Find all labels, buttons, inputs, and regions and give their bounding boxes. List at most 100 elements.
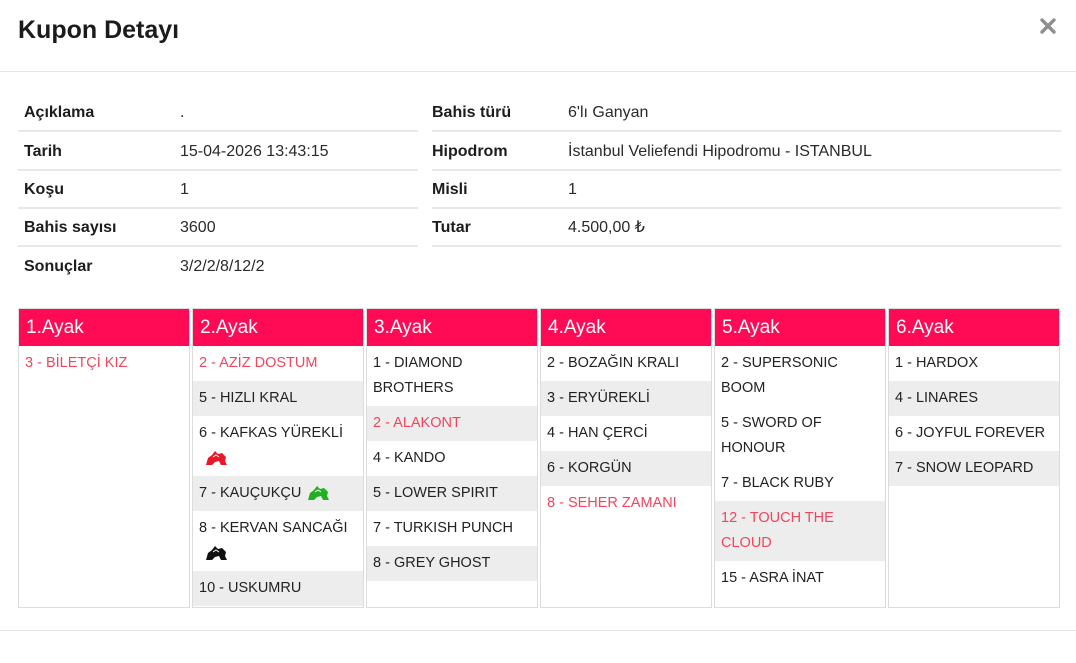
info-label: Tutar [432, 219, 471, 236]
runner-label: 7 - SNOW LEOPARD [895, 460, 1034, 476]
runner-label: 3 - ERYÜREKLİ [547, 390, 650, 406]
leg-header: 6.Ayak [889, 309, 1059, 346]
runner-label: 12 - TOUCH THE CLOUD [721, 510, 834, 551]
row-divider [18, 245, 418, 247]
leg-column: 6.Ayak 1 - HARDOX 4 - LINARES 6 - JOYFUL FO… [888, 308, 1060, 608]
runner-item: 1 - HARDOX [889, 346, 1059, 381]
info-value: İstanbul Veliefendi Hipodromu - ISTANBUL [568, 143, 872, 160]
runner-item: 1 - DIAMOND BROTHERS [367, 346, 537, 406]
runner-item: 7 - BLACK RUBY [715, 466, 885, 501]
runner-label: 2 - SUPERSONIC BOOM [721, 355, 838, 396]
leg-header: 3.Ayak [367, 309, 537, 346]
runner-label: 4 - KANDO [373, 450, 446, 466]
runner-item: 2 - SUPERSONIC BOOM [715, 346, 885, 406]
info-row: Sonuçlar 3/2/2/8/12/2 [18, 248, 1061, 286]
info-label: Koşu [24, 181, 64, 198]
runner-label: 8 - KERVAN SANCAĞI [199, 520, 348, 536]
winner-runner-item: 8 - SEHER ZAMANI [541, 486, 711, 521]
runner-label: 10 - USKUMRU [199, 580, 302, 596]
leg-column: 5.Ayak 2 - SUPERSONIC BOOM 5 - SWORD OF HO… [714, 308, 886, 608]
runner-label: 15 - ASRA İNAT [721, 570, 824, 586]
runner-item: 5 - SWORD OF HONOUR [715, 406, 885, 466]
info-label: Misli [432, 181, 468, 198]
runner-item: 7 - TURKISH PUNCH [367, 511, 537, 546]
silk-green-icon [305, 484, 331, 502]
silk-black-icon [203, 544, 229, 562]
leg-column: 2.Ayak 2 - AZİZ DOSTUM 5 - HIZLI KRAL 6 - K… [192, 308, 364, 608]
close-button[interactable] [1034, 12, 1062, 40]
row-divider [18, 169, 418, 171]
info-label: Hipodrom [432, 143, 508, 160]
runner-label: 7 - TURKISH PUNCH [373, 520, 513, 536]
row-divider [432, 245, 1061, 247]
winner-runner-item: 2 - ALAKONT [367, 406, 537, 441]
runner-item: 3 - ERYÜREKLİ [541, 381, 711, 416]
info-value: 15-04-2026 13:43:15 [180, 143, 329, 160]
leg-column: 3.Ayak 1 - DIAMOND BROTHERS 2 - ALAKONT 4 -… [366, 308, 538, 608]
legs-grid: 1.Ayak 3 - BİLETÇİ KIZ 2.Ayak 2 - AZİZ DOST… [18, 308, 1061, 608]
runner-label: 6 - KAFKAS YÜREKLİ [199, 425, 343, 441]
info-label: Açıklama [24, 104, 95, 121]
runner-item: 10 - USKUMRU [193, 571, 363, 606]
runner-label: 3 - BİLETÇİ KIZ [25, 355, 128, 371]
runner-label: 1 - DIAMOND BROTHERS [373, 355, 463, 396]
runner-item: 7 - KAUÇUKÇU [193, 476, 363, 511]
runner-label: 4 - HAN ÇERCİ [547, 425, 648, 441]
runner-item: 7 - SNOW LEOPARD [889, 451, 1059, 486]
runner-item: 8 - KERVAN SANCAĞI [193, 511, 363, 571]
runner-label: 2 - ALAKONT [373, 415, 461, 431]
runner-label: 5 - HIZLI KRAL [199, 390, 298, 406]
info-value: 1 [568, 181, 577, 198]
info-value: 6'lı Ganyan [568, 104, 649, 121]
row-divider [18, 207, 418, 209]
winner-runner-item: 3 - BİLETÇİ KIZ [19, 346, 189, 381]
info-label: Sonuçlar [24, 258, 93, 275]
row-divider [432, 130, 1061, 132]
runner-item: 4 - HAN ÇERCİ [541, 416, 711, 451]
leg-column: 1.Ayak 3 - BİLETÇİ KIZ [18, 308, 190, 608]
runner-label: 4 - LINARES [895, 390, 978, 406]
info-row: Tarih 15-04-2026 13:43:15 Hipodrom İstan… [18, 133, 1061, 171]
info-row: Açıklama . Bahis türü 6'lı Ganyan [18, 94, 1061, 132]
runner-label: 7 - KAUÇUKÇU [199, 485, 302, 501]
info-label: Tarih [24, 143, 62, 160]
runner-label: 7 - BLACK RUBY [721, 475, 834, 491]
runner-item: 5 - LOWER SPIRIT [367, 476, 537, 511]
info-label: Bahis türü [432, 104, 512, 121]
runner-item: 2 - BOZAĞIN KRALI [541, 346, 711, 381]
winner-runner-item: 12 - TOUCH THE CLOUD [715, 501, 885, 561]
info-row: Bahis sayısı 3600 Tutar 4.500,00 ₺ [18, 209, 1061, 247]
runner-item: 8 - GREY GHOST [367, 546, 537, 581]
info-row: Koşu 1 Misli 1 [18, 171, 1061, 209]
info-value: 3/2/2/8/12/2 [180, 258, 265, 275]
modal-title: Kupon Detayı [18, 16, 180, 44]
close-icon [1040, 18, 1056, 34]
winner-runner-item: 2 - AZİZ DOSTUM [193, 346, 363, 381]
leg-header: 1.Ayak [19, 309, 189, 346]
runner-label: 1 - HARDOX [895, 355, 978, 371]
silk-red-icon [203, 449, 229, 467]
runner-item: 6 - KORGÜN [541, 451, 711, 486]
runner-label: 2 - AZİZ DOSTUM [199, 355, 318, 371]
leg-header: 2.Ayak [193, 309, 363, 346]
row-divider [432, 207, 1061, 209]
info-value: 1 [180, 181, 189, 198]
info-value: 3600 [180, 219, 216, 236]
info-value: . [180, 104, 185, 121]
runner-item: 4 - KANDO [367, 441, 537, 476]
leg-column: 4.Ayak 2 - BOZAĞIN KRALI 3 - ERYÜREKLİ 4 - … [540, 308, 712, 608]
runner-item: 6 - KAFKAS YÜREKLİ [193, 416, 363, 476]
runner-label: 5 - LOWER SPIRIT [373, 485, 498, 501]
runner-item: 15 - ASRA İNAT [715, 561, 885, 596]
info-value: 4.500,00 ₺ [568, 219, 645, 236]
row-divider [432, 169, 1061, 171]
runner-label: 6 - KORGÜN [547, 460, 632, 476]
info-label: Bahis sayısı [24, 219, 117, 236]
runner-label: 2 - BOZAĞIN KRALI [547, 355, 680, 371]
runner-label: 8 - SEHER ZAMANI [547, 495, 677, 511]
modal-footer-divider [0, 630, 1076, 631]
runner-label: 6 - JOYFUL FOREVER [895, 425, 1046, 441]
runner-label: 5 - SWORD OF HONOUR [721, 415, 822, 456]
runner-item: 5 - HIZLI KRAL [193, 381, 363, 416]
modal-header: Kupon Detayı [0, 0, 1076, 72]
